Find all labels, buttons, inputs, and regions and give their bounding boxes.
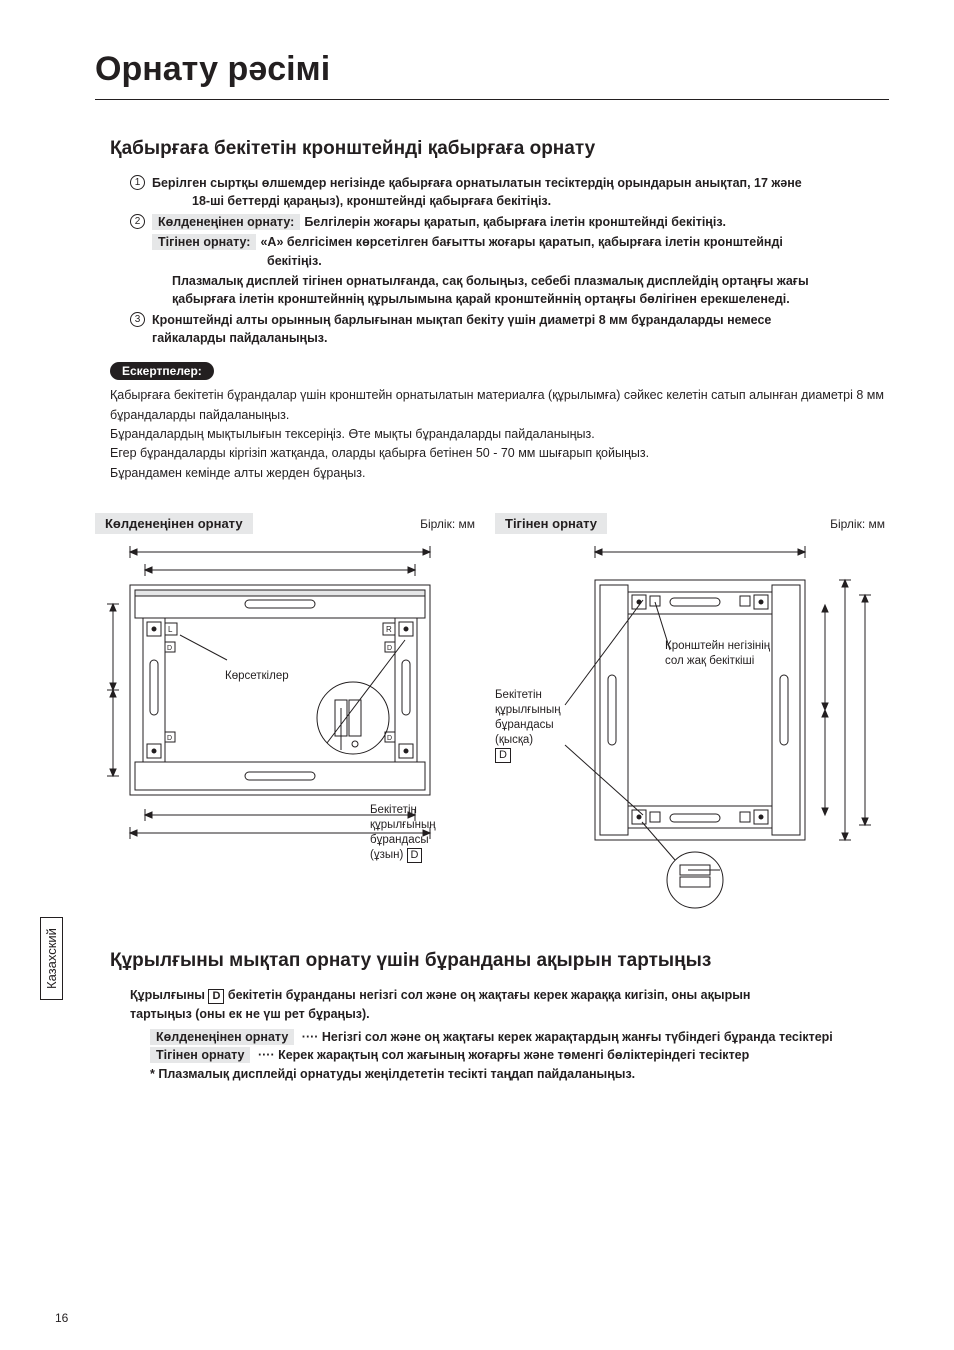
diagram-unit-label: Бірлік: мм [830,517,885,531]
step-list: 1 Берілген сыртқы өлшемдер негізінде қаб… [110,174,889,347]
step-number-icon: 1 [130,175,145,190]
step-number-icon: 2 [130,214,145,229]
step1-text-a: Берілген сыртқы өлшемдер негізінде қабыр… [152,176,802,190]
step-1: 1 Берілген сыртқы өлшемдер негізінде қаб… [130,174,889,210]
sub-horizontal-text: ···· Негізгі сол және оң жақтағы керек ж… [298,1030,832,1044]
diagram-horizontal-label: Көлденеңінен орнату [95,513,253,534]
callout-base-a: Кронштейн негізінің [665,640,770,652]
diagram-horizontal: Көлденеңінен орнату Бірлік: мм [95,513,475,910]
note-4: Бұрандамен кемінде алты жерден бұраңыз. [110,464,889,483]
step-number-icon: 3 [130,312,145,327]
note-1: Қабырғаға бекітетін бұрандалар үшін крон… [110,386,889,425]
notes-badge: Ескертпелер: [110,362,214,380]
callout-bolt-long-a: Бекітетін [370,804,417,816]
svg-text:D: D [167,645,172,652]
section2-heading: Құрылғыны мықтап орнату үшін бұранданы а… [110,950,889,972]
body-b: бекітетін бұранданы негізгі сол және оң … [228,988,751,1002]
d-label-box: D [495,748,511,763]
note-3: Егер бұрандаларды кіргізіп жатқанда, ола… [110,444,889,463]
diagram-vertical-label: Тігінен орнату [495,513,607,534]
sub-vertical-text: ···· Керек жарақтың сол жағының жоғарғы … [254,1048,749,1062]
section-tighten: Құрылғыны мықтап орнату үшін бұранданы а… [110,950,889,1084]
body-c: тартыңыз (оны ек не үш рет бұраңыз). [110,1005,889,1024]
callout-base-b: сол жақ бекіткіші [665,655,754,667]
step2-text-a: Белгілерін жоғары қаратып, қабырғаға іле… [304,215,726,229]
callout-bolt-long-b: құрылғының [370,819,436,831]
section-wall-mount: Қабырғаға бекітетін кронштейнді қабырғағ… [110,138,889,483]
d-label-box: D [407,848,423,863]
step2-text-c: бекітіңіз. [152,252,889,270]
callout-pointer-label: Көрсеткілер [225,669,289,684]
svg-text:D: D [387,645,392,652]
note-2: Бұрандалардың мықтылығын тексеріңіз. Өте… [110,425,889,444]
step2-text-b: «А» белгісімен көрсетілген бағытты жоғар… [260,235,782,249]
language-tab: Казахский [40,917,63,1000]
callout-bolt-long-c: бұрандасы [370,834,429,846]
sub-label-vertical: Тігінен орнату [150,1047,250,1063]
diagram-vertical: Тігінен орнату Бірлік: мм [495,513,885,910]
step1-text-b: 18-ші беттерді қараңыз), кронштейнді қаб… [152,192,889,210]
step2-warn2: қабырғаға ілетін кронштейннің құрылымына… [152,290,889,308]
callout-bolt-short-c: бұрандасы (қысқа) [495,719,554,746]
diagram-unit-label: Бірлік: мм [420,517,475,531]
sub-note: * Плазмалық дисплейді орнатуды жеңілдете… [110,1065,889,1084]
page-number: 16 [55,1311,68,1325]
step-3: 3 Кронштейнді алты орынның барлығынан мы… [130,311,889,347]
d-label-box: D [208,989,224,1004]
svg-text:L: L [168,625,173,634]
callout-bolt-short-a: Бекітетін [495,689,542,701]
horizontal-install-label: Көлденеңінен орнату: [152,214,300,230]
step-2: 2 Көлденеңінен орнату: Белгілерін жоғары … [130,213,889,308]
step3-text-b: гайкаларды пайдаланыңыз. [152,329,889,347]
sub-label-horizontal: Көлденеңінен орнату [150,1029,294,1045]
diagrams-row: Көлденеңінен орнату Бірлік: мм [95,513,889,910]
vertical-install-label: Тігінен орнату: [152,234,256,250]
section1-heading: Қабырғаға бекітетін кронштейнді қабырғағ… [110,138,889,160]
callout-bolt-short-b: құрылғының [495,704,561,716]
step3-text-a: Кронштейнді алты орынның барлығынан мықт… [152,313,771,327]
svg-text:D: D [387,735,392,742]
body-a: Құрылғыны [130,988,205,1002]
callout-bolt-long-d: (ұзын) [370,849,403,861]
svg-text:R: R [386,625,392,634]
step2-warn1: Плазмалық дисплей тігінен орнатылғанда, … [152,272,889,290]
page-title: Орнату рәсімі [95,50,889,100]
svg-text:D: D [167,735,172,742]
